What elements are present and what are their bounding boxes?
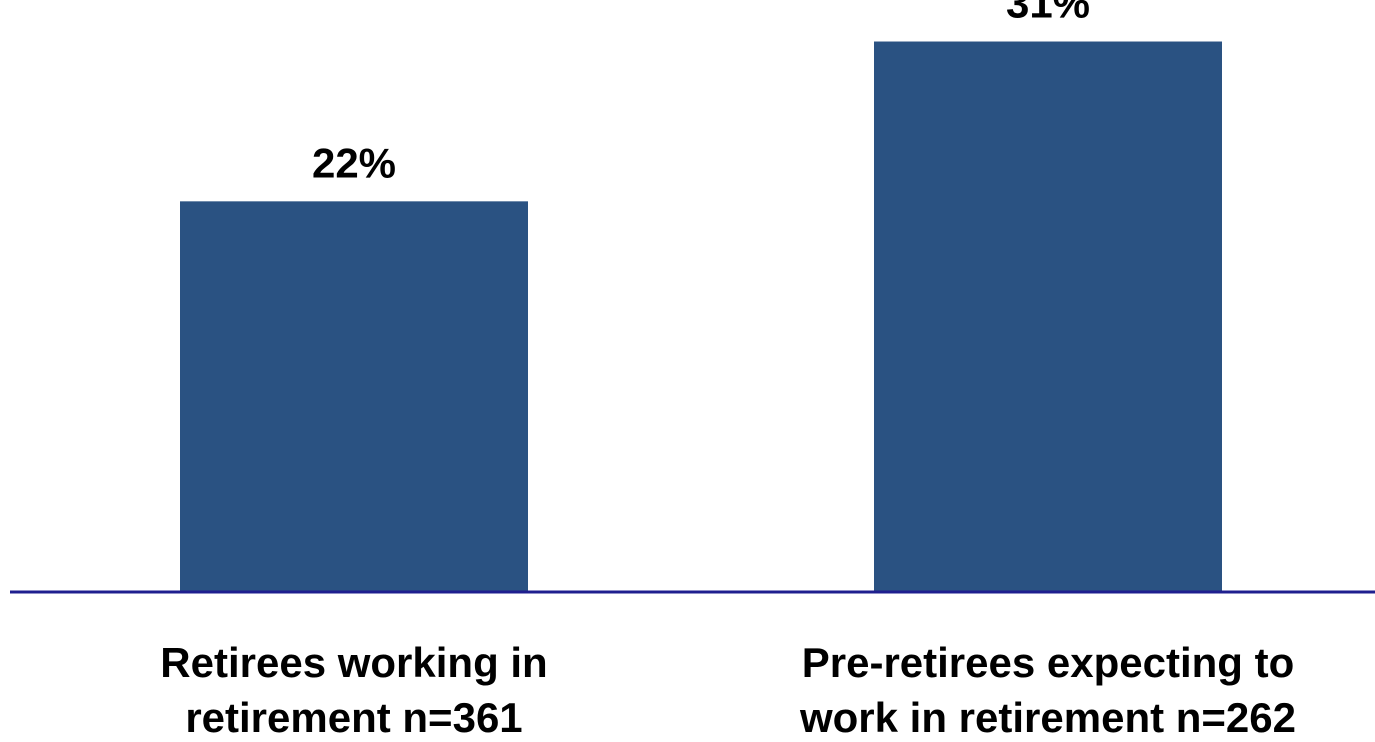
category-label: retirement n=361 xyxy=(185,694,522,741)
bars-layer xyxy=(180,41,1222,593)
bar xyxy=(874,41,1222,593)
value-labels-layer: 22% 31% xyxy=(312,0,1090,186)
category-label: Pre-retirees expecting to xyxy=(802,639,1295,686)
category-labels-layer: Retirees working in retirement n=361 Pre-r… xyxy=(160,639,1296,741)
bar xyxy=(180,201,528,593)
bar-value-label: 22% xyxy=(312,139,396,186)
category-label: Retirees working in xyxy=(160,639,547,686)
category-label: work in retirement n=262 xyxy=(799,694,1296,741)
bar-value-label: 31% xyxy=(1006,0,1090,27)
